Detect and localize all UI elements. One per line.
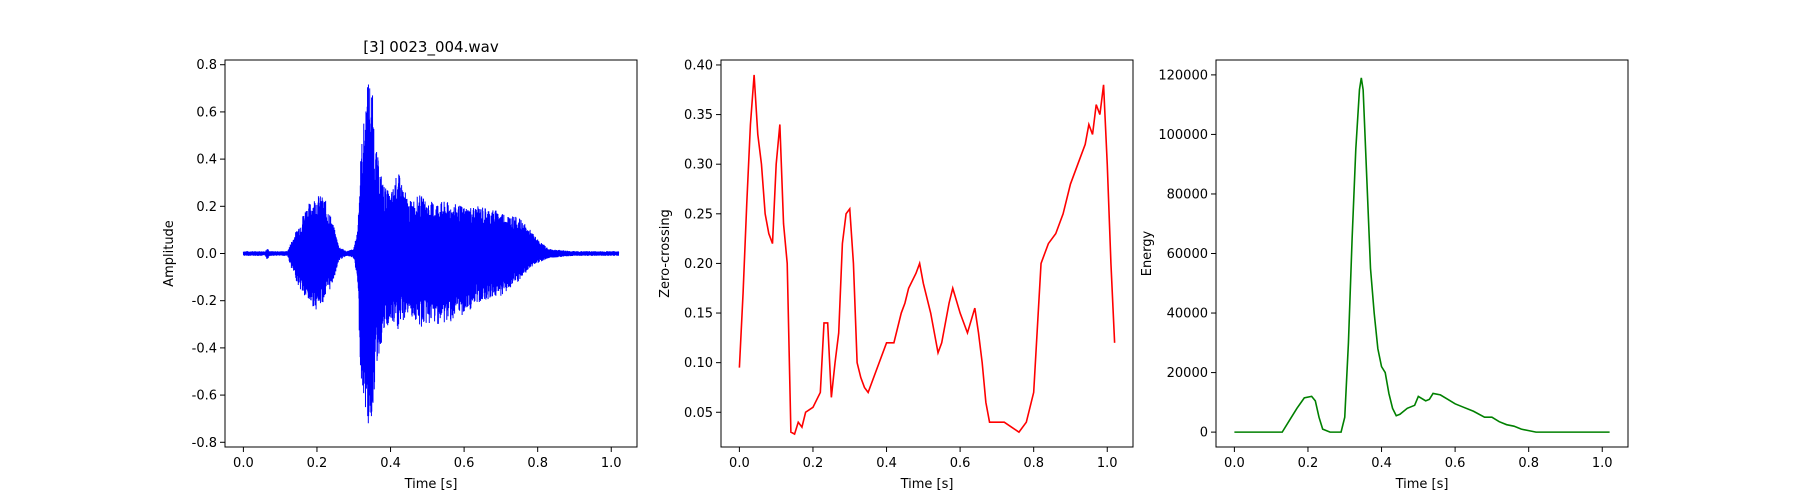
x-tick-label: 1.0: [1592, 456, 1613, 471]
plot-frame: [720, 59, 1134, 448]
x-tick-label: 0.8: [1023, 456, 1044, 471]
x-tick-label: 0.8: [1518, 456, 1539, 471]
x-axis-label: Time [s]: [404, 477, 458, 492]
x-tick-label: 0.2: [803, 456, 824, 471]
chart-title: [3] 0023_004.wav: [363, 38, 499, 57]
x-tick-label: 0.4: [380, 456, 401, 471]
y-tick-label: 0.40: [684, 58, 713, 73]
y-tick-label: 40000: [1167, 307, 1208, 322]
x-axis-label: Time [s]: [1395, 477, 1449, 492]
y-tick-label: 0.2: [196, 200, 217, 215]
y-tick-label: -0.6: [192, 389, 217, 404]
chart-panel-2: 0.0 0.2 0.4 0.6 0.8 1.0 0.05 0.10 0.15 0.20 0.25 0.…: [658, 58, 1134, 492]
series-line-1: [242, 84, 620, 424]
x-tick-label: 0.4: [1371, 456, 1392, 471]
y-axis-label: Energy: [1140, 230, 1155, 276]
y-axis-label: Zero-crossing: [658, 209, 673, 298]
y-tick-label: 0.4: [196, 153, 217, 168]
x-tick-label: 0.0: [1224, 456, 1245, 471]
y-tick-label: 0.35: [684, 108, 713, 123]
x-tick-label: 0.0: [729, 456, 750, 471]
series-line-1: [738, 74, 1116, 436]
y-tick-label: 0.6: [196, 105, 217, 120]
x-tick-label: 0.0: [233, 456, 254, 471]
x-tick-label: 0.2: [1298, 456, 1319, 471]
y-tick-label: -0.2: [192, 294, 217, 309]
x-tick-label: 1.0: [1097, 456, 1118, 471]
y-tick-label: 20000: [1167, 366, 1208, 381]
x-tick-label: 0.4: [876, 456, 897, 471]
x-tick-label: 0.6: [454, 456, 475, 471]
y-tick-label: -0.4: [192, 341, 217, 356]
series-line-1: [1234, 77, 1610, 433]
y-tick-label: 120000: [1158, 68, 1208, 83]
x-tick-label: 0.6: [1445, 456, 1466, 471]
y-tick-label: 0.05: [684, 406, 713, 421]
chart-panel-3: 0.0 0.2 0.4 0.6 0.8 1.0 0 20000 40000 60000 80000 1…: [1140, 59, 1629, 492]
y-tick-label: 0.25: [684, 207, 713, 222]
x-tick-label: 0.2: [307, 456, 328, 471]
y-tick-label: 0.8: [196, 58, 217, 73]
y-tick-label: 0.10: [684, 356, 713, 371]
x-tick-label: 1.0: [601, 456, 622, 471]
x-tick-label: 0.6: [950, 456, 971, 471]
y-axis-label: Amplitude: [162, 220, 177, 287]
y-tick-label: 0.15: [684, 307, 713, 322]
y-tick-label: 0.20: [684, 257, 713, 272]
y-tick-label: 0: [1200, 426, 1208, 441]
plot-frame: [1215, 59, 1629, 448]
x-tick-label: 0.8: [527, 456, 548, 471]
y-tick-label: 60000: [1167, 247, 1208, 262]
chart-panel-1: 0.0 0.2 0.4 0.6 0.8 1.0 -0.8 -0.6 -0.4 -0.2 0.0 0.2…: [162, 38, 638, 492]
x-axis-label: Time [s]: [900, 477, 954, 492]
y-tick-label: -0.8: [192, 436, 217, 451]
y-tick-label: 100000: [1158, 128, 1208, 143]
y-tick-label: 80000: [1167, 187, 1208, 202]
y-tick-label: 0.0: [196, 247, 217, 262]
y-tick-label: 0.30: [684, 158, 713, 173]
